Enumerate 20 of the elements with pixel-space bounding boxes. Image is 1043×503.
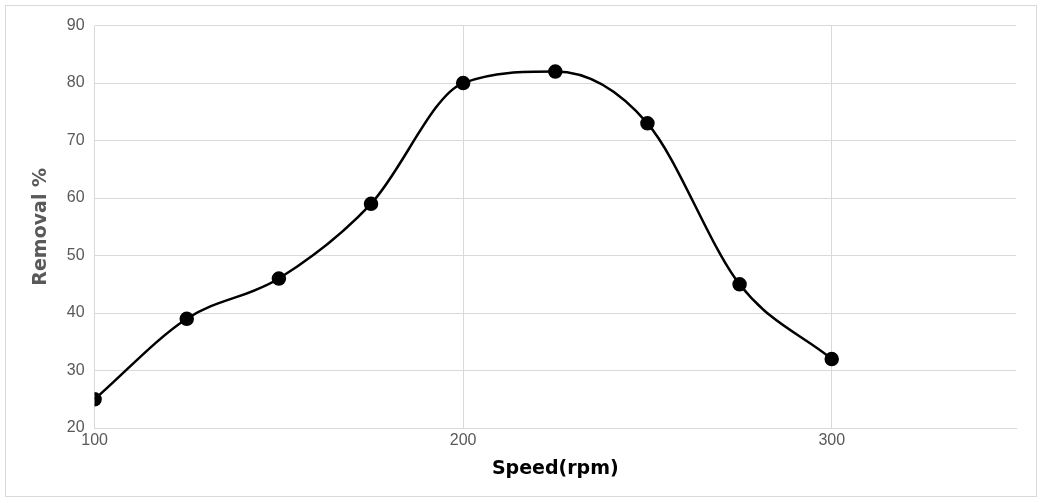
point [824,351,839,367]
point [179,311,194,327]
point [732,277,747,292]
x-tick-label: 300 [818,431,846,449]
y-tick-label: 30 [66,360,85,378]
y-tick-label: 40 [66,303,85,321]
point [271,271,287,286]
point [548,64,563,79]
point [363,196,379,212]
y-axis-title: Removal % [28,167,51,286]
point [640,116,655,131]
y-tick-label: 70 [66,130,85,148]
x-tick-label: 100 [81,431,109,449]
y-tick-label: 60 [66,188,85,206]
y-tick-label: 90 [66,16,85,34]
x-axis-title: Speed(rpm) [491,455,619,478]
point [455,75,471,91]
y-tick-label: 50 [66,245,85,263]
y-tick-label: 80 [66,73,85,91]
x-tick-label: 200 [449,431,477,449]
